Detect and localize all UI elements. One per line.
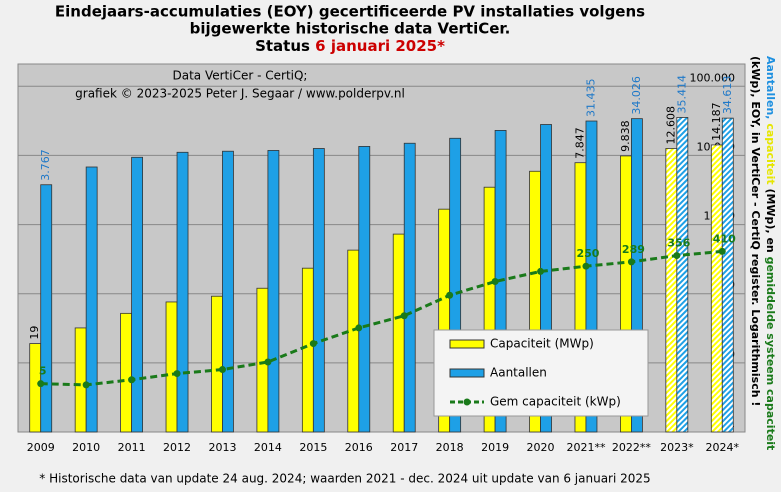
line-value-label: 250 <box>576 247 599 260</box>
line-point <box>264 358 272 366</box>
line-value-label: 5 <box>39 365 47 378</box>
title-status: Status 6 januari 2025* <box>255 37 445 55</box>
bar-value-label: 7.847 <box>573 127 586 159</box>
bar <box>631 118 643 433</box>
line-point <box>582 262 590 270</box>
line-point <box>718 247 726 255</box>
line-point <box>400 312 408 320</box>
y-axis-label: (kWp), EOY, in VertiCer - CertiQ registe… <box>749 56 762 406</box>
legend-marker <box>463 398 471 406</box>
y-axis-label-part: gemiddelde systeem capaciteit <box>764 257 777 451</box>
line-point <box>537 267 545 275</box>
status-prefix: Status <box>255 37 310 55</box>
bar-value-label: 3.767 <box>39 149 52 181</box>
y-axis-label-part: (MWp), en <box>764 188 777 252</box>
legend-swatch <box>449 339 485 349</box>
x-tick-label: 2024* <box>706 441 740 454</box>
line-point <box>218 366 226 374</box>
x-tick-label: 2011 <box>118 441 146 454</box>
line-point <box>128 376 136 384</box>
bar <box>665 148 678 433</box>
bar <box>165 301 178 433</box>
bar <box>74 327 87 433</box>
annotation: Data VertiCer - CertiQ; <box>173 69 308 83</box>
x-tick-label: 2019 <box>481 441 509 454</box>
x-tick-label: 2009 <box>27 441 55 454</box>
line-point <box>82 381 90 389</box>
bar <box>347 249 360 433</box>
bar-value-label: 9.838 <box>619 120 632 152</box>
bar <box>131 156 143 433</box>
x-tick-label: 2015 <box>299 441 327 454</box>
line <box>40 249 723 387</box>
bar-value-label: 35.414 <box>675 75 688 114</box>
y-axis-label-part: (kWp), EOY, in VertiCer - CertiQ registe… <box>749 56 762 406</box>
y-tick-label: 100.000 <box>690 71 736 84</box>
x-tick-label: 2022** <box>612 441 651 454</box>
x-tick-label: 2016 <box>345 441 373 454</box>
bar <box>29 343 42 433</box>
x-tick-label: 2012 <box>163 441 191 454</box>
bar <box>211 295 223 433</box>
line-point <box>491 278 499 286</box>
bar <box>312 148 325 433</box>
bar <box>449 137 462 433</box>
y-axis-label-part: Aantallen, <box>764 56 777 119</box>
bar <box>222 150 234 433</box>
x-tick-label: 2023* <box>660 441 694 454</box>
x-tick-label: 2010 <box>72 441 100 454</box>
bar <box>40 184 53 433</box>
bar <box>176 151 189 433</box>
x-tick-label: 2018 <box>436 441 464 454</box>
line-point <box>37 380 45 388</box>
legend-swatch <box>449 368 485 378</box>
legend-label: Gem capaciteit (kWp) <box>490 395 621 409</box>
bar <box>120 312 132 433</box>
x-tick-label: 2017 <box>390 441 418 454</box>
bar <box>392 233 405 433</box>
bar-value-label: 31.435 <box>584 79 597 118</box>
title-line: bijgewerkte historische data VertiCer. <box>190 20 511 38</box>
bar <box>540 124 552 433</box>
line-value-label: 289 <box>622 243 645 256</box>
bar <box>403 142 416 433</box>
x-tick-label: 2020 <box>527 441 555 454</box>
status-date: 6 januari 2025* <box>315 37 445 55</box>
bar-value-label: 34.613 <box>721 76 734 115</box>
bar-value-label: 14.187 <box>710 102 723 141</box>
legend-label: Capaciteit (MWp) <box>490 337 594 351</box>
bar <box>585 120 598 433</box>
bar <box>721 117 734 433</box>
legend-label: Aantallen <box>490 366 547 380</box>
title-line: Eindejaars-accumulaties (EOY) gecertific… <box>55 3 645 21</box>
y-axis-label: Aantallen, capaciteit (MWp), en gemiddel… <box>764 56 777 450</box>
bar <box>676 117 689 433</box>
x-tick-label: 2013 <box>208 441 236 454</box>
bar-value-label: 19 <box>28 326 41 340</box>
line-point <box>173 370 181 378</box>
footnote: * Historische data van update 24 aug. 20… <box>39 472 650 486</box>
x-tick-label: 2014 <box>254 441 282 454</box>
bar-value-label: 12.608 <box>664 106 677 145</box>
line-point <box>446 291 454 299</box>
x-tick-label: 2021** <box>566 441 605 454</box>
bar <box>710 144 723 433</box>
y-axis-label-part: capaciteit <box>764 123 777 184</box>
line-value-label: 356 <box>667 237 690 250</box>
annotation: grafiek © 2023-2025 Peter J. Segaar / ww… <box>75 87 405 101</box>
line-point <box>673 252 681 260</box>
line-value-label: 410 <box>713 232 736 245</box>
bar <box>358 146 371 433</box>
bar <box>301 267 314 433</box>
line-point <box>627 258 635 266</box>
line-point <box>309 340 317 348</box>
line-point <box>355 324 363 332</box>
bar <box>267 150 280 433</box>
bar <box>85 166 98 433</box>
bar-value-label: 34.026 <box>630 76 643 115</box>
